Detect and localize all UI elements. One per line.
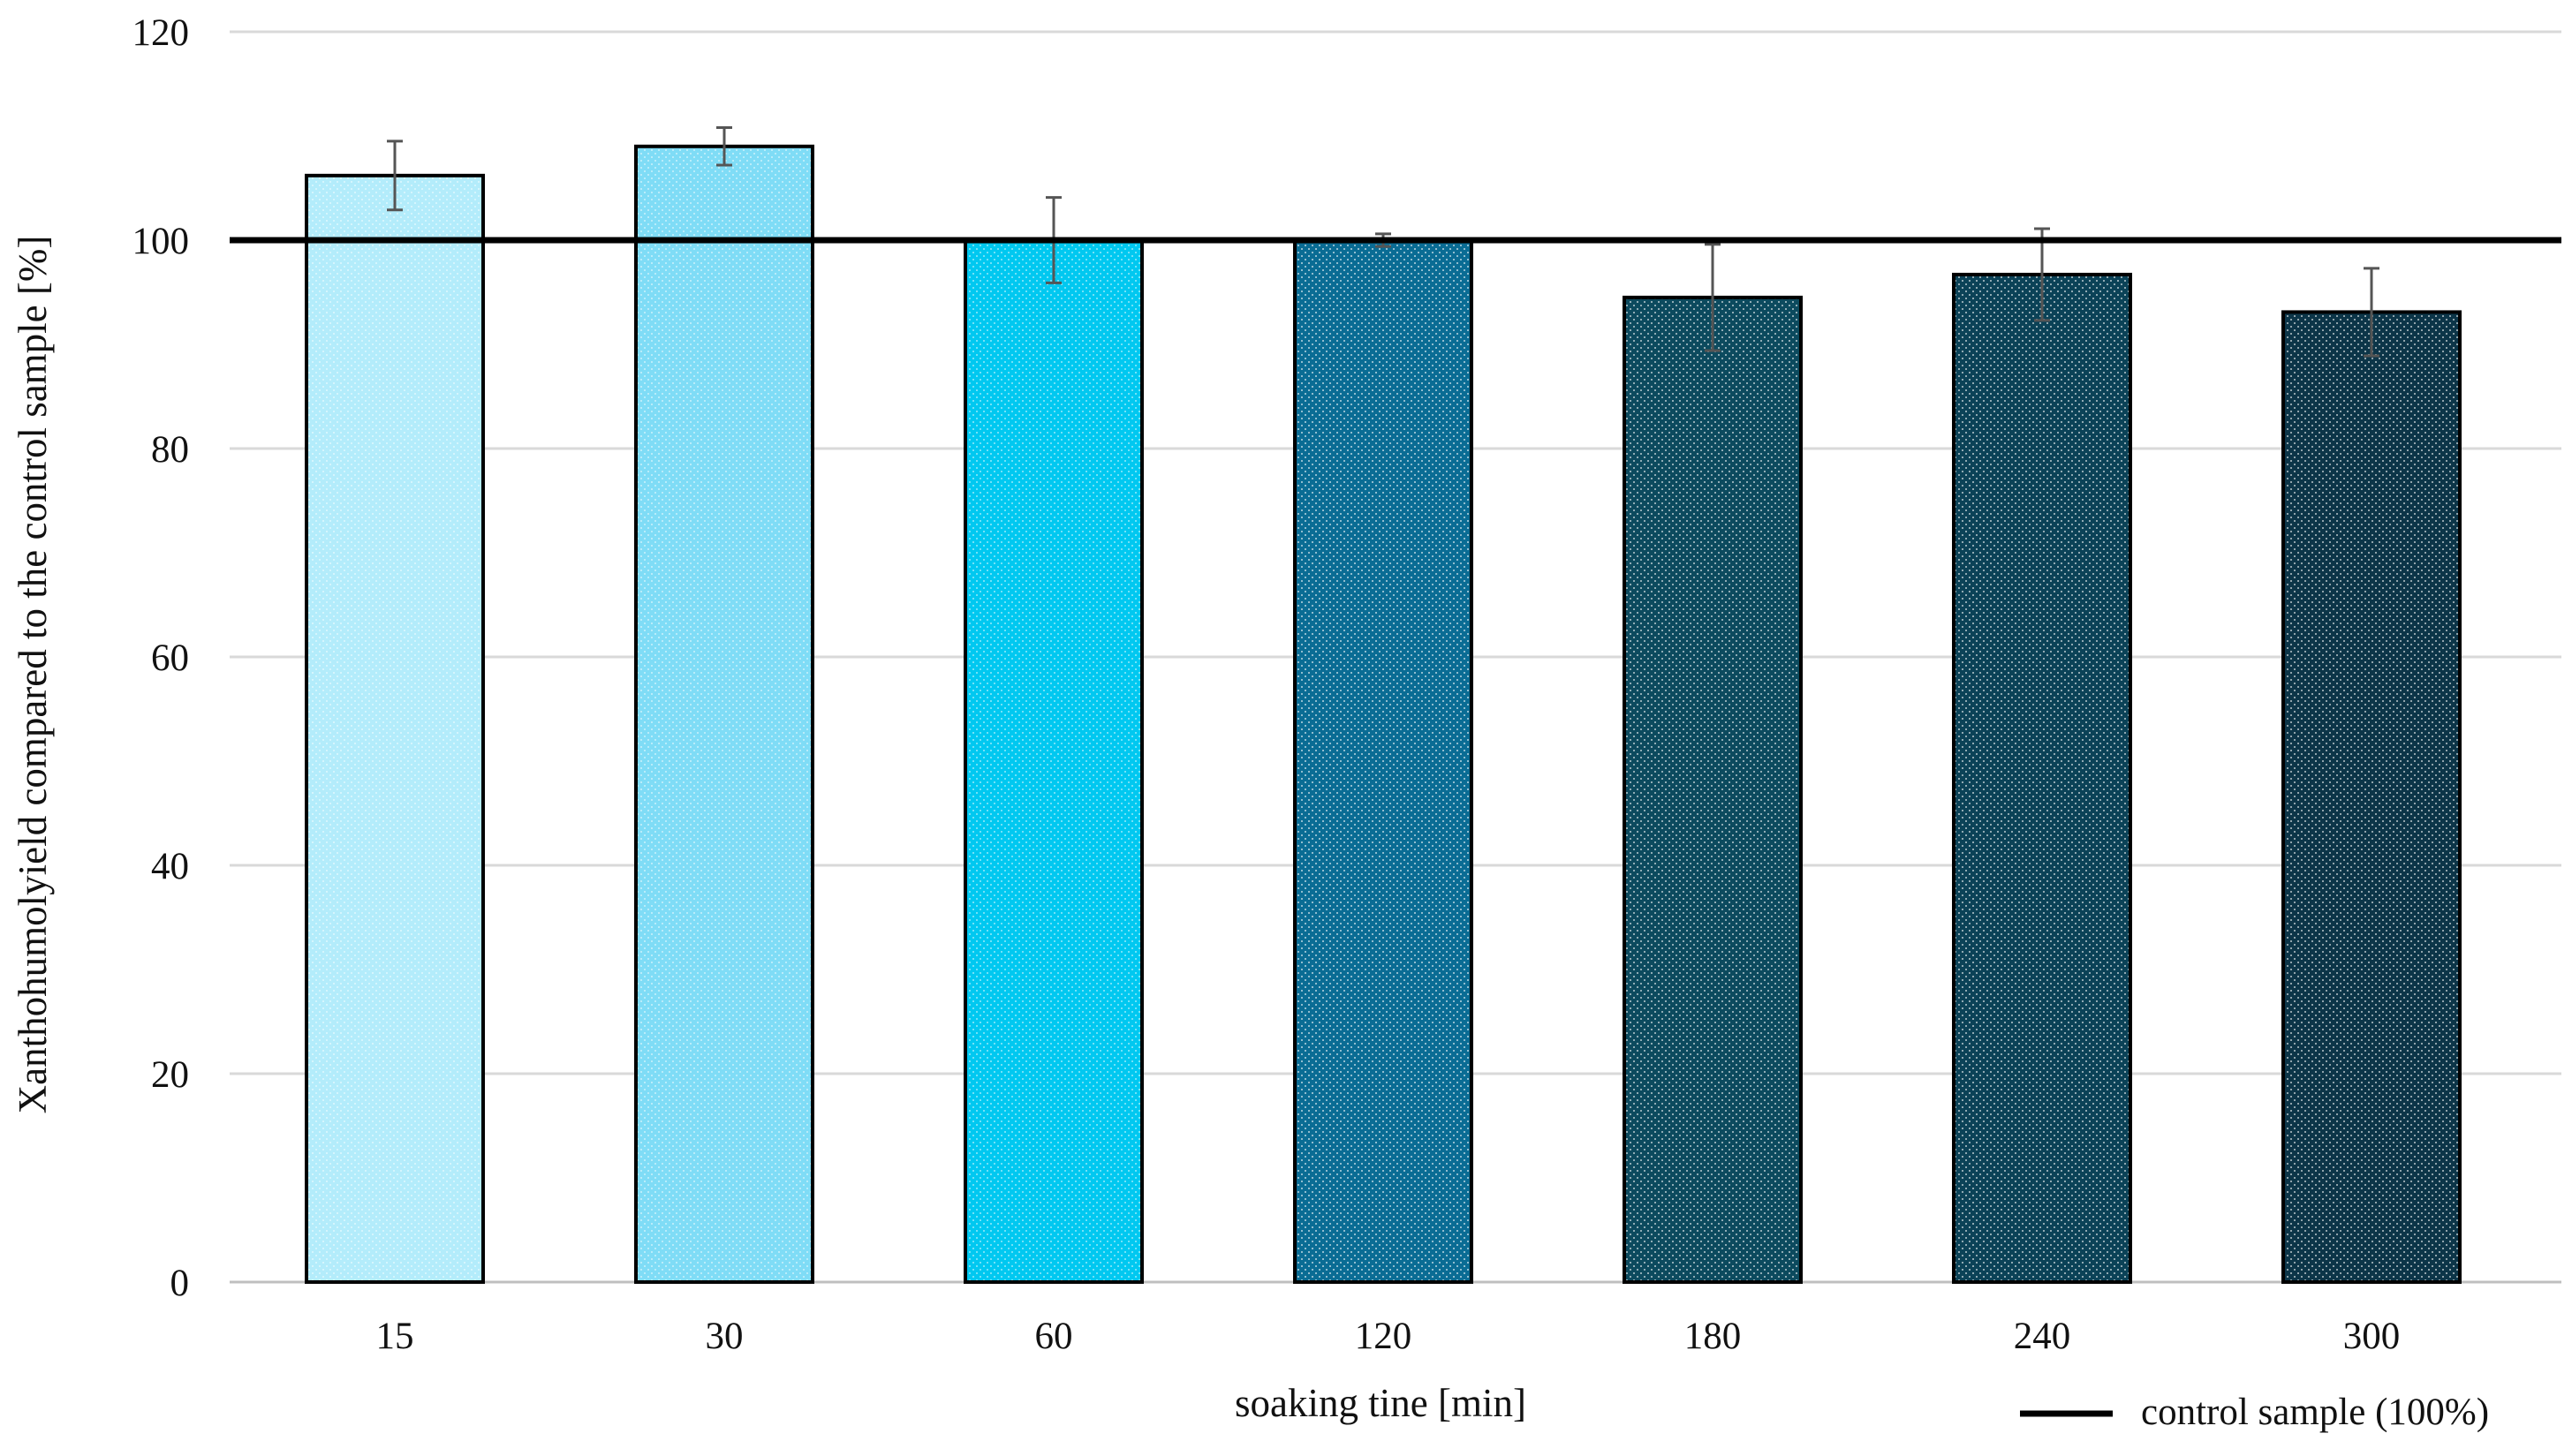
bar-240 <box>1952 272 2132 1285</box>
bar-180 <box>1623 295 1803 1284</box>
bars <box>305 144 2462 1285</box>
x-tick-label: 15 <box>376 1316 414 1357</box>
x-tick-label: 30 <box>706 1316 744 1357</box>
error-bar-240 <box>2034 227 2050 322</box>
error-bar-300 <box>2364 267 2379 358</box>
bar-300 <box>2281 310 2462 1284</box>
y-tick-label: 0 <box>170 1263 190 1304</box>
legend-label: control sample (100%) <box>2141 1392 2489 1433</box>
x-tick-label: 300 <box>2343 1316 2401 1357</box>
x-axis-title: soaking tine [min] <box>1235 1381 1526 1425</box>
legend: control sample (100%) <box>2020 1392 2489 1433</box>
y-tick-label: 80 <box>151 429 189 471</box>
x-tick-label: 120 <box>1355 1316 1412 1357</box>
y-tick-labels: 0 20 40 60 80 100 120 <box>132 12 190 1304</box>
error-bar-30 <box>716 126 732 167</box>
y-tick-label: 40 <box>151 846 189 887</box>
x-tick-label: 60 <box>1035 1316 1073 1357</box>
error-bar-180 <box>1705 243 1721 352</box>
y-tick-label: 60 <box>151 637 189 679</box>
bar-15 <box>305 173 485 1285</box>
y-tick-label: 120 <box>132 12 190 54</box>
y-tick-label: 20 <box>151 1054 189 1096</box>
bar-30 <box>634 144 814 1284</box>
x-tick-labels: 15 30 60 120 180 240 300 <box>376 1316 2401 1357</box>
y-tick-label: 100 <box>132 221 190 262</box>
x-tick-label: 180 <box>1684 1316 1742 1357</box>
error-bar-15 <box>387 140 403 212</box>
bar-60 <box>964 238 1144 1284</box>
bar-120 <box>1293 238 1473 1284</box>
x-tick-label: 240 <box>2014 1316 2071 1357</box>
y-axis-title: Xanthohumolyield compared to the control… <box>11 236 55 1114</box>
